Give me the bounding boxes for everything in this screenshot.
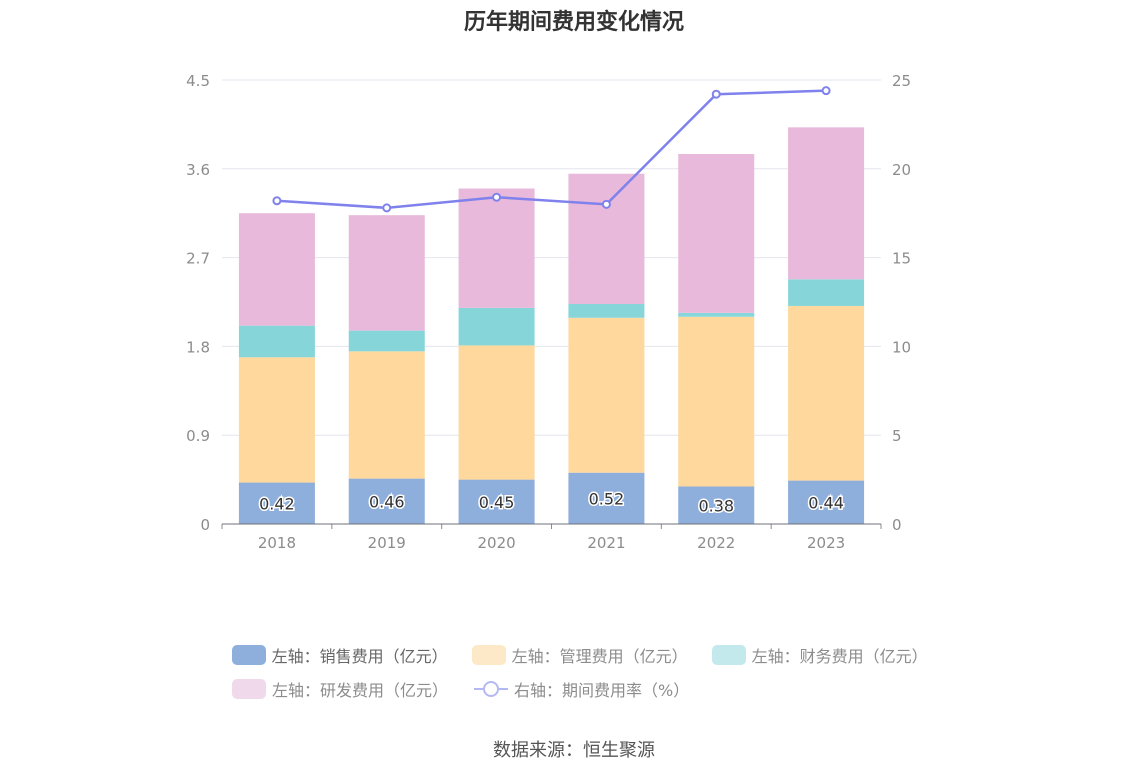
bar-segment-2021-1 [568,317,645,473]
x-axis-tick-label: 2022 [697,534,735,552]
legend-swatch-finance [712,645,746,665]
bar-segment-2021-3 [568,173,645,304]
bar-segment-2022-0 [678,486,755,524]
data-label-sales: 0.52 [589,489,625,508]
bar-segment-2019-2 [348,330,425,352]
bar-segment-2021-0 [568,472,645,524]
bar-segment-2018-3 [238,213,315,326]
x-axis-tick-label: 2018 [258,534,296,552]
x-axis-tick-label: 2020 [477,534,515,552]
bar-segment-2019-1 [348,351,425,479]
bar-segment-2023-2 [788,279,865,306]
right-axis-tick-label: 20 [892,161,911,179]
left-axis-tick-label: 3.6 [186,161,210,179]
legend-item-finance[interactable]: 左轴：财务费用（亿元） [712,643,928,667]
legend-label-admin: 左轴：管理费用（亿元） [511,647,688,666]
bar-segment-2022-3 [678,154,755,313]
bar-segment-2022-1 [678,316,755,487]
bar-segment-2018-2 [238,325,315,358]
left-axis-tick-label: 2.7 [186,250,210,268]
legend-label-expense-rate: 右轴：期间费用率（%） [514,681,690,700]
bar-segment-2023-0 [788,480,865,524]
expense-rate-point-2023 [821,86,831,96]
legend-item-sales[interactable]: 左轴：销售费用（亿元） [232,643,448,667]
expense-rate-point-2022 [711,89,721,99]
bar-segment-2020-1 [458,345,535,480]
bar-segment-2020-2 [458,307,535,346]
bar-segment-2019-3 [348,215,425,331]
expense-rate-point-2021 [601,199,611,209]
data-label-sales: 0.45 [479,493,515,512]
x-axis-tick-label: 2019 [368,534,406,552]
right-axis-tick-label: 15 [892,250,911,268]
left-axis-tick-label: 0.9 [186,427,210,445]
legend-item-expense-rate[interactable]: 右轴：期间费用率（%） [474,677,689,701]
right-axis-tick-label: 10 [892,338,911,356]
bar-segment-2022-2 [678,312,755,317]
right-axis-tick-label: 0 [892,516,902,534]
right-axis-tick-label: 25 [892,72,911,90]
expense-rate-point-2018 [272,196,282,206]
expense-rate-point-2020 [492,192,502,202]
data-label-sales: 0.46 [369,492,405,511]
legend-item-rnd[interactable]: 左轴：研发费用（亿元） [232,677,448,701]
left-axis-tick-label: 0 [200,516,210,534]
data-label-sales: 0.44 [808,493,844,512]
chart-title: 历年期间费用变化情况 [463,10,684,35]
expense-rate-point-2019 [382,203,392,213]
data-source: 数据来源：恒生聚源 [493,740,655,761]
left-axis-tick-label: 1.8 [186,338,210,356]
bar-segment-2023-1 [788,305,865,481]
legend-line-icon [474,679,509,699]
legend-label-rnd: 左轴：研发费用（亿元） [272,681,449,700]
right-axis-tick-label: 5 [892,427,902,445]
legend-label-finance: 左轴：财务费用（亿元） [751,647,928,666]
chart-plot: 0 0.9 1.8 2.7 3.6 4.5 0 5 10 15 20 25 2018 2019 2020 20… [186,72,911,552]
legend-swatch-admin [472,645,506,665]
x-axis-tick-label: 2021 [587,534,625,552]
data-label-sales: 0.38 [698,496,734,515]
left-axis-tick-label: 4.5 [186,72,210,90]
bar-segment-2020-0 [458,479,535,524]
legend: 左轴：销售费用（亿元） 左轴：管理费用（亿元） 左轴：财务费用（亿元） 左轴：研… [232,638,952,706]
bar-segment-2020-3 [458,188,535,308]
legend-swatch-rnd [232,679,266,699]
bar-segment-2018-1 [238,357,315,483]
legend-label-sales: 左轴：销售费用（亿元） [271,647,448,666]
x-axis-tick-label: 2023 [807,534,845,552]
data-label-sales: 0.42 [259,494,295,513]
bar-segment-2023-3 [788,127,865,280]
bar-segment-2021-2 [568,303,645,318]
legend-item-admin[interactable]: 左轴：管理费用（亿元） [472,643,688,667]
legend-swatch-sales [232,645,266,665]
expense-rate-line [276,89,827,210]
bar-segment-2019-0 [348,478,425,524]
bar-segment-2018-0 [238,482,315,524]
